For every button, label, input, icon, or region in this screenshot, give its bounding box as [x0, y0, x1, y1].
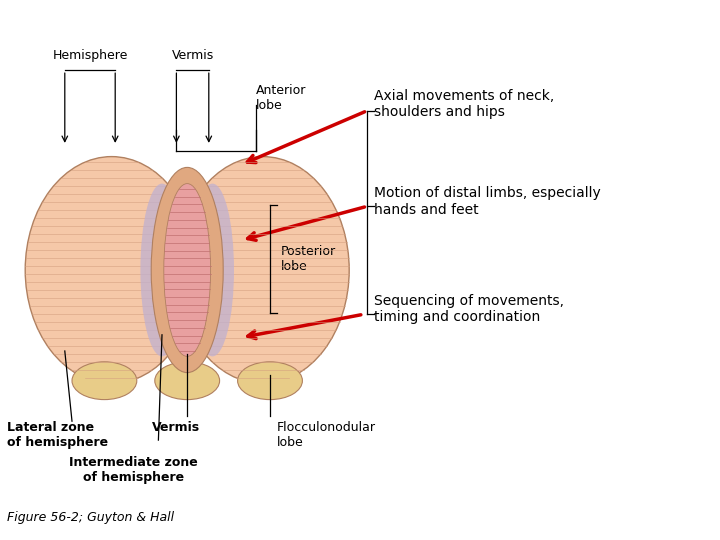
Ellipse shape	[238, 362, 302, 400]
Text: Intermediate zone
of hemisphere: Intermediate zone of hemisphere	[69, 456, 197, 484]
Ellipse shape	[155, 362, 220, 400]
Text: Posterior
lobe: Posterior lobe	[281, 245, 336, 273]
Text: Hemisphere: Hemisphere	[53, 49, 127, 62]
Text: Figure 56-2; Guyton & Hall: Figure 56-2; Guyton & Hall	[7, 511, 174, 524]
Ellipse shape	[176, 157, 349, 383]
Text: Anterior
lobe: Anterior lobe	[256, 84, 306, 112]
Ellipse shape	[140, 184, 184, 356]
Text: Lateral zone
of hemisphere: Lateral zone of hemisphere	[7, 421, 108, 449]
Ellipse shape	[72, 362, 137, 400]
Text: Vermis: Vermis	[153, 421, 200, 434]
Ellipse shape	[151, 167, 223, 373]
Ellipse shape	[191, 184, 234, 356]
Ellipse shape	[25, 157, 198, 383]
Text: Vermis: Vermis	[172, 49, 214, 62]
Ellipse shape	[164, 184, 211, 356]
Text: Sequencing of movements,
timing and coordination: Sequencing of movements, timing and coor…	[374, 294, 564, 325]
Text: Flocculonodular
lobe: Flocculonodular lobe	[277, 421, 376, 449]
Text: Motion of distal limbs, especially
hands and feet: Motion of distal limbs, especially hands…	[374, 186, 601, 217]
Text: Axial movements of neck,
shoulders and hips: Axial movements of neck, shoulders and h…	[374, 89, 554, 119]
